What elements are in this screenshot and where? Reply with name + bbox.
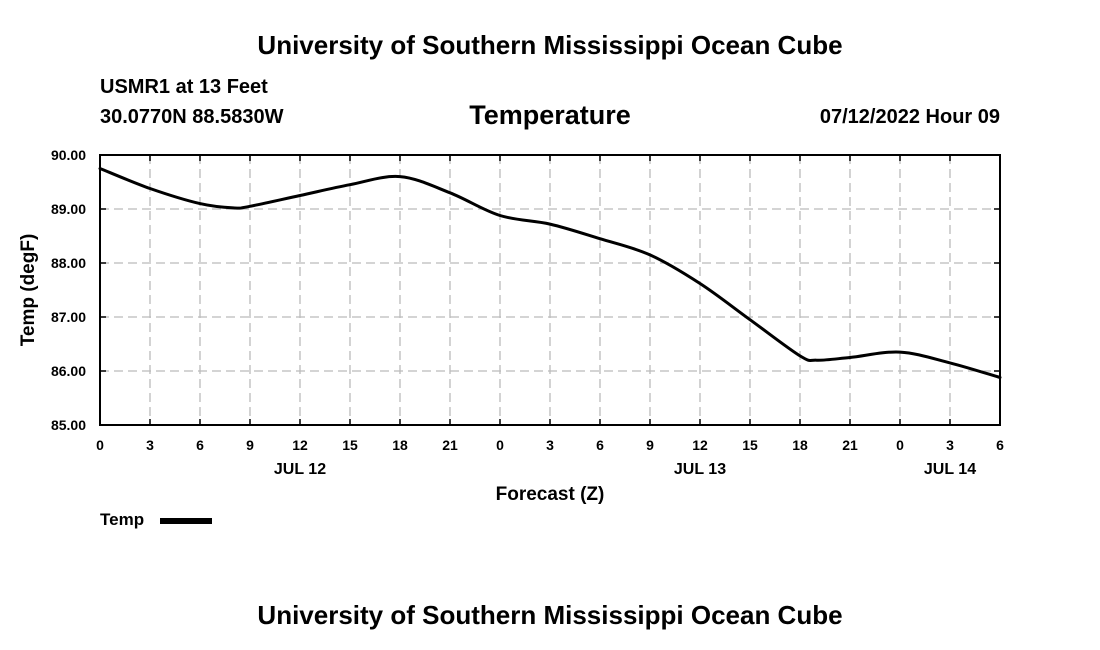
y-tick-label: 85.00	[51, 417, 86, 433]
x-axis-tick-labels: 0 3 6 9 12 15 18 21 0 3 6 9 12 15 18 21 0 3 6	[96, 437, 1004, 453]
x-tick-label: 6	[196, 437, 204, 453]
footer-title: University of Southern Mississippi Ocean…	[257, 600, 843, 630]
x-axis-title: Forecast (Z)	[496, 484, 605, 505]
coordinates-label: 30.0770N 88.5830W	[100, 106, 284, 128]
date-label: JUL 14	[924, 461, 976, 478]
x-tick-label: 18	[792, 437, 808, 453]
series-line-temp	[98, 167, 1002, 379]
legend-label: Temp	[100, 510, 145, 529]
variable-title: Temperature	[469, 100, 631, 130]
y-tick-label: 90.00	[51, 147, 86, 163]
x-tick-label: 0	[96, 437, 104, 453]
x-tick-label: 0	[896, 437, 904, 453]
date-label: JUL 12	[274, 461, 326, 478]
x-tick-label: 21	[842, 437, 858, 453]
y-axis-tick-labels: 85.00 86.00 87.00 88.00 89.00 90.00	[51, 147, 86, 433]
x-tick-label: 3	[946, 437, 954, 453]
x-axis-date-labels: JUL 12 JUL 13 JUL 14	[274, 461, 976, 478]
y-tick-label: 87.00	[51, 309, 86, 325]
x-tick-label: 9	[246, 437, 254, 453]
y-tick-label: 86.00	[51, 363, 86, 379]
axis-ticks	[99, 154, 1001, 426]
y-tick-label: 89.00	[51, 201, 86, 217]
y-tick-label: 88.00	[51, 255, 86, 271]
x-tick-label: 15	[342, 437, 358, 453]
datetime-label: 07/12/2022 Hour 09	[819, 106, 1000, 128]
x-tick-label: 15	[742, 437, 758, 453]
page-title: University of Southern Mississippi Ocean…	[257, 30, 843, 60]
x-tick-label: 18	[392, 437, 408, 453]
x-tick-label: 3	[546, 437, 554, 453]
y-axis-title: Temp (degF)	[18, 234, 39, 347]
chart-grid	[100, 154, 1000, 425]
x-tick-label: 12	[692, 437, 708, 453]
x-tick-label: 21	[442, 437, 458, 453]
x-tick-label: 0	[496, 437, 504, 453]
x-tick-label: 6	[996, 437, 1004, 453]
legend-swatch	[160, 518, 212, 524]
x-tick-label: 12	[292, 437, 308, 453]
x-tick-label: 3	[146, 437, 154, 453]
x-tick-label: 9	[646, 437, 654, 453]
date-label: JUL 13	[674, 461, 726, 478]
x-tick-label: 6	[596, 437, 604, 453]
station-label: USMR1 at 13 Feet	[100, 76, 268, 98]
